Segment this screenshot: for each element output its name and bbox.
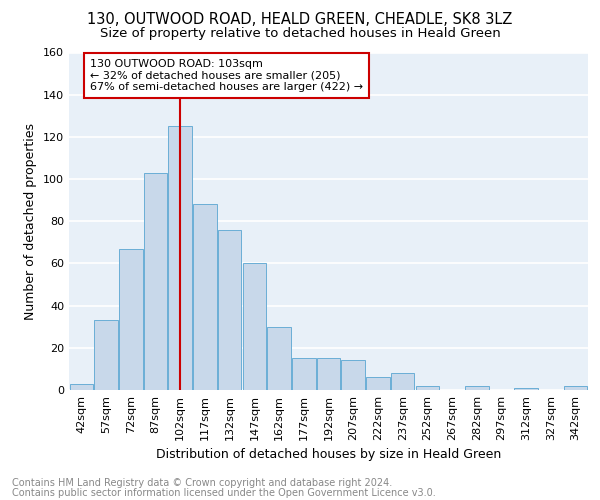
Bar bbox=[292, 358, 316, 390]
Bar bbox=[465, 386, 488, 390]
Text: Size of property relative to detached houses in Heald Green: Size of property relative to detached ho… bbox=[100, 28, 500, 40]
Bar bbox=[416, 386, 439, 390]
Bar bbox=[94, 320, 118, 390]
Bar bbox=[193, 204, 217, 390]
Bar bbox=[317, 358, 340, 390]
Bar bbox=[268, 326, 291, 390]
Bar bbox=[242, 264, 266, 390]
Bar bbox=[144, 172, 167, 390]
Bar bbox=[218, 230, 241, 390]
Bar bbox=[391, 373, 415, 390]
Text: Contains HM Land Registry data © Crown copyright and database right 2024.: Contains HM Land Registry data © Crown c… bbox=[12, 478, 392, 488]
Bar bbox=[119, 248, 143, 390]
Text: 130 OUTWOOD ROAD: 103sqm
← 32% of detached houses are smaller (205)
67% of semi-: 130 OUTWOOD ROAD: 103sqm ← 32% of detach… bbox=[90, 59, 363, 92]
Bar bbox=[341, 360, 365, 390]
Text: 130, OUTWOOD ROAD, HEALD GREEN, CHEADLE, SK8 3LZ: 130, OUTWOOD ROAD, HEALD GREEN, CHEADLE,… bbox=[88, 12, 512, 28]
Bar bbox=[70, 384, 93, 390]
Bar bbox=[514, 388, 538, 390]
Bar bbox=[564, 386, 587, 390]
Y-axis label: Number of detached properties: Number of detached properties bbox=[25, 122, 37, 320]
Bar bbox=[169, 126, 192, 390]
Bar bbox=[366, 378, 389, 390]
Text: Contains public sector information licensed under the Open Government Licence v3: Contains public sector information licen… bbox=[12, 488, 436, 498]
X-axis label: Distribution of detached houses by size in Heald Green: Distribution of detached houses by size … bbox=[156, 448, 501, 462]
